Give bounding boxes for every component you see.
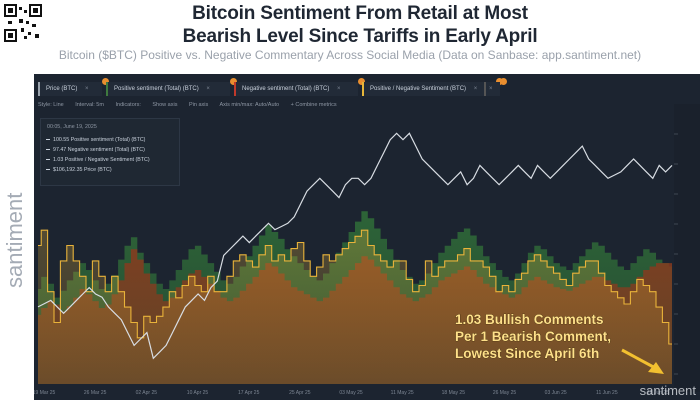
chart-toolbar: Style: Line Interval: 5m Indicators: Sho… [38, 102, 347, 108]
warning-badge-icon [496, 78, 503, 85]
title-line-2: Bearish Level Since Tariffs in Early Apr… [182, 26, 538, 47]
qr-code [4, 4, 42, 42]
x-tick-label: 26 May 25 [493, 390, 517, 396]
style-select[interactable]: Style: Line [38, 102, 64, 108]
x-tick-label: 26 Mar 25 [84, 390, 107, 396]
x-tick-label: 18 Jun 25 [647, 390, 669, 396]
title-line-1: Bitcoin Sentiment From Retail at Most [192, 3, 528, 24]
warning-badge-icon [230, 78, 237, 85]
ratio-line [38, 229, 672, 345]
corner-brand: santiment [639, 383, 696, 398]
page-title: Bitcoin Sentiment From Retail at Most Be… [60, 2, 660, 48]
pin-axis-toggle[interactable]: Pin axis [189, 102, 209, 108]
legend-row: $106,192.35 Price (BTC) [46, 167, 112, 173]
watermark-text: santiment [2, 193, 27, 288]
price-line [37, 132, 673, 360]
legend-row: 1.03 Positive / Negative Sentiment (BTC) [46, 157, 150, 163]
metric-chip-price[interactable]: Price (BTC) × [38, 78, 109, 96]
close-icon[interactable]: × [489, 86, 493, 92]
metric-chip-label: Positive sentiment (Total) (BTC) [114, 86, 199, 92]
metric-chip-label: Negative sentiment (Total) (BTC) [242, 86, 330, 92]
combine-metrics-button[interactable]: + Combine metrics [290, 102, 337, 108]
metric-chip-ratio[interactable]: Positive / Negative Sentiment (BTC) × [362, 78, 503, 96]
x-tick-label: 02 Apr 25 [136, 390, 158, 396]
annotation-text: Lowest Since April 6th [455, 346, 599, 361]
close-icon[interactable]: × [85, 86, 89, 92]
warning-badge-icon [358, 78, 365, 85]
metric-chip-positive[interactable]: Positive sentiment (Total) (BTC) × [106, 78, 237, 96]
x-tick-label: 19 Mar 25 [34, 390, 55, 396]
x-tick-label: 03 May 25 [339, 390, 363, 396]
x-tick-label: 25 Apr 25 [289, 390, 311, 396]
ratio-area [38, 230, 672, 384]
metric-chip-label: Positive / Negative Sentiment (BTC) [370, 86, 467, 92]
x-tick-label: 11 May 25 [391, 390, 414, 396]
legend-row: 100.55 Positive sentiment (Total) (BTC) [46, 137, 145, 143]
interval-select[interactable]: Interval: 5m [75, 102, 104, 108]
warning-badge-icon [102, 78, 109, 85]
close-icon[interactable]: × [206, 86, 210, 92]
show-axis-toggle[interactable]: Show axis [152, 102, 178, 108]
x-tick-label: 17 Apr 25 [238, 390, 260, 396]
right-axis [674, 104, 700, 392]
metric-chip-empty[interactable]: × [484, 78, 507, 96]
x-tick-label: 10 Apr 25 [187, 390, 209, 396]
x-tick-label: 03 Jun 25 [545, 390, 567, 396]
page-subtitle: Bitcoin ($BTC) Positive vs. Negative Com… [58, 48, 642, 62]
arrow-head-icon [648, 362, 664, 374]
metric-chip-label: Price (BTC) [46, 86, 78, 92]
santiment-watermark: santiment [2, 150, 30, 290]
annotation-text: Per 1 Bearish Comment, [455, 329, 611, 344]
close-icon[interactable]: × [473, 86, 478, 92]
x-tick-label: 11 Jun 25 [596, 390, 618, 396]
legend-date: 00:05, June 19, 2025 [47, 124, 97, 130]
tooltip-legend: 00:05, June 19, 2025 100.55 Positive sen… [40, 118, 180, 186]
axis-minmax-select[interactable]: Axis min/max: Auto/Auto [219, 102, 280, 108]
annotation-text: 1.03 Bullish Comments [455, 312, 604, 327]
metric-chip-negative[interactable]: Negative sentiment (Total) (BTC) × [234, 78, 365, 96]
close-icon[interactable]: × [337, 86, 341, 92]
indicators-select[interactable]: Indicators: [115, 102, 141, 108]
x-tick-label: 18 May 25 [442, 390, 466, 396]
legend-row: 97.47 Negative sentiment (Total) (BTC) [46, 147, 145, 153]
sentiment-chart: 19 Mar 25 26 Mar 25 02 Apr 25 10 Apr 25 17 A… [34, 104, 700, 396]
warning-badge-icon [500, 78, 507, 85]
